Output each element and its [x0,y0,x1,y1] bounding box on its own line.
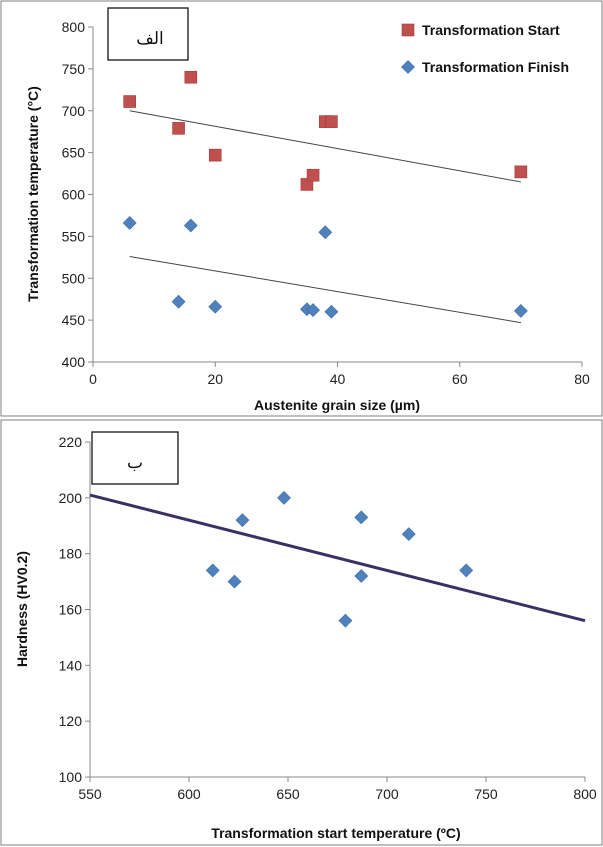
data-point-series-1-0 [122,216,137,230]
data-point-series-1-7 [324,304,339,319]
legend-label-series-1: Transformation Finish [422,59,569,75]
trendline-series-0 [89,493,586,623]
panel-b-x-axis-title: Transformation start temperature (ºC) [211,825,460,841]
y-tick-label: 700 [62,103,86,119]
data-point-series-0-2 [184,70,198,84]
y-tick-label: 400 [62,354,86,370]
y-tick-label: 500 [62,270,86,286]
data-point-series-0-7 [401,527,416,542]
y-tick-label: 200 [59,490,83,506]
data-point-series-0-5 [354,510,369,525]
chart-panel-a: الف 400 450 500 550 600 650 700 750 800 0 20 40 60 80… [0,0,603,417]
panel-a-trendlines [129,110,521,324]
panel-a-border [0,0,603,417]
legend-marker-series-0 [401,23,415,37]
y-tick-label: 800 [62,19,86,35]
panel-b-axes: 100 120 140 160 180 200 220 550 600 650 700 750 800 [59,434,597,802]
y-tick-label: 100 [59,769,83,785]
x-tick-label: 20 [207,371,223,387]
panel-b-label: ب [127,453,143,473]
panel-a-x-axis-title: Austenite grain size (µm) [254,397,420,413]
x-tick-label: 0 [89,371,97,387]
x-tick-label: 700 [375,786,399,802]
y-tick-label: 180 [59,546,83,562]
y-tick-label: 160 [59,602,83,618]
data-point-series-0-6 [354,569,369,583]
panel-b-border [0,419,603,846]
x-tick-label: 650 [276,786,300,802]
y-tick-label: 600 [62,187,86,203]
y-tick-label: 450 [62,312,86,328]
data-point-series-1-6 [318,225,333,240]
y-tick-label: 550 [62,228,86,244]
legend-marker-series-1 [401,60,415,74]
x-tick-label: 750 [474,786,498,802]
panel-a-y-axis-title: Transformation temperature (°C) [25,86,41,302]
trendline-series-1 [129,255,521,324]
data-point-series-0-1 [172,122,185,135]
y-tick-label: 120 [59,713,83,729]
data-point-series-0-3 [277,490,291,505]
x-tick-label: 600 [177,786,201,802]
data-point-series-1-5 [306,303,320,317]
panel-b-trendlines [89,493,586,623]
y-tick-label: 140 [59,657,83,673]
data-point-series-0-4 [338,613,353,628]
panel-a-label: الف [136,29,164,49]
y-tick-label: 750 [62,61,86,77]
y-tick-label: 220 [59,434,83,450]
data-point-series-0-8 [514,165,528,179]
data-point-series-0-5 [306,168,320,182]
x-tick-label: 80 [574,371,590,387]
panel-a-axes: 400 450 500 550 600 650 700 750 800 0 20 40 60 80 [62,19,590,387]
data-point-series-0-3 [208,148,222,162]
data-point-series-0-1 [227,574,242,589]
data-point-series-1-1 [171,294,186,309]
data-point-series-0-8 [459,563,474,578]
panel-b-y-axis-title: Hardness (HV0.2) [14,551,30,667]
data-point-series-1-3 [208,299,223,314]
chart-panel-b: ب 100 120 140 160 180 200 220 550 600 650 700 750 80… [0,419,603,846]
x-tick-label: 60 [452,371,468,387]
data-point-series-0-7 [325,115,338,128]
trendline-series-0 [129,110,521,183]
legend-label-series-0: Transformation Start [422,22,560,38]
data-point-series-0-2 [235,513,250,528]
panel-a-marks [122,70,528,319]
data-point-series-1-8 [513,303,528,318]
x-tick-label: 40 [330,371,346,387]
panel-a-legend: Transformation Start Transformation Finis… [401,22,569,75]
data-point-series-1-2 [183,218,198,233]
data-point-series-0-0 [205,563,220,578]
x-tick-label: 550 [78,786,102,802]
x-tick-label: 800 [573,786,597,802]
panel-a-label-box [107,7,189,61]
panel-b-label-box [91,431,179,485]
panel-b-marks [205,490,474,628]
y-tick-label: 650 [62,145,86,161]
data-point-series-0-0 [123,95,136,108]
